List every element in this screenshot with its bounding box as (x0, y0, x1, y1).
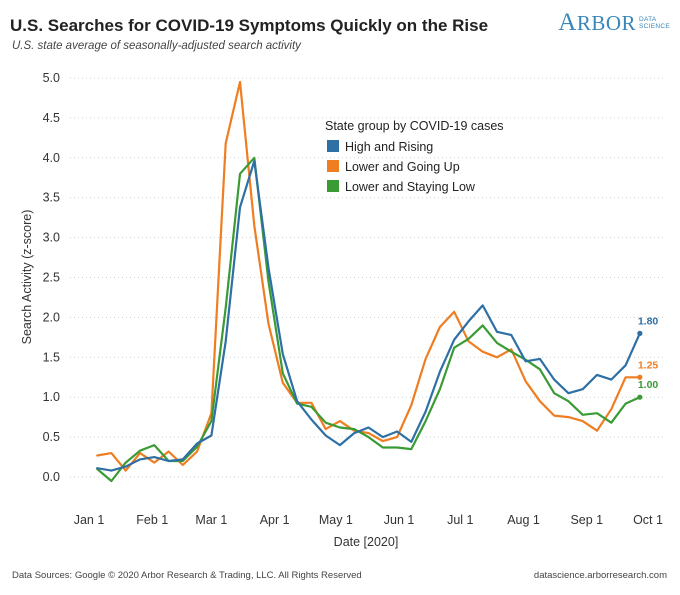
x-tick-label: Feb 1 (136, 513, 168, 527)
end-value-label: 1.80 (638, 315, 659, 327)
y-tick-label: 5.0 (43, 71, 60, 85)
y-tick-label: 0.5 (43, 430, 60, 444)
logo-wordmark: ARBOR (558, 9, 636, 37)
x-tick-label: Oct 1 (633, 513, 663, 527)
y-tick-label: 2.0 (43, 310, 60, 324)
logo-subtext: DATA SCIENCE (639, 16, 670, 30)
x-tick-label: Mar 1 (195, 513, 227, 527)
legend-label: Lower and Staying Low (345, 180, 476, 194)
end-labels: 1.80 1.25 1.00 (637, 315, 659, 400)
chart-subtitle: U.S. state average of seasonally-adjuste… (12, 40, 301, 52)
series-line-1 (96, 159, 641, 472)
series-lines (96, 80, 641, 483)
y-tick-label: 1.0 (43, 390, 60, 404)
series-line-3 (96, 156, 641, 483)
y-tick-label: 0.0 (43, 470, 60, 484)
y-axis-ticks: 0.0 0.5 1.0 1.5 2.0 2.5 3.0 3.5 4.0 4.5 5.0 (43, 71, 60, 484)
logo-cap: A (558, 9, 577, 36)
data-source-note: Data Sources: Google © 2020 Arbor Resear… (12, 570, 362, 581)
y-tick-label: 2.5 (43, 271, 60, 285)
logo-rest: RBOR (576, 11, 636, 35)
x-tick-label: Jan 1 (74, 513, 105, 527)
end-value-label: 1.00 (638, 379, 659, 391)
legend: State group by COVID-19 cases High and R… (325, 119, 504, 194)
y-axis-label: Search Activity (z-score) (20, 210, 34, 345)
y-tick-label: 4.0 (43, 151, 60, 165)
x-tick-label: Jun 1 (384, 513, 415, 527)
logo-sub-science: SCIENCE (639, 23, 670, 30)
x-tick-label: Jul 1 (447, 513, 473, 527)
x-axis-label: Date [2020] (334, 535, 399, 549)
chart-title: U.S. Searches for COVID-19 Symptoms Quic… (10, 16, 489, 35)
x-axis-ticks: Jan 1 Feb 1 Mar 1 Apr 1 May 1 Jun 1 Jul 1 Aug 1… (74, 513, 663, 527)
y-tick-label: 3.5 (43, 191, 60, 205)
series-line-2 (96, 80, 641, 472)
legend-swatch (327, 140, 339, 152)
x-tick-label: Apr 1 (260, 513, 290, 527)
y-tick-label: 3.0 (43, 231, 60, 245)
legend-title: State group by COVID-19 cases (325, 119, 504, 133)
legend-swatch (327, 180, 339, 192)
end-point (637, 374, 643, 380)
legend-label: Lower and Going Up (345, 160, 460, 174)
x-tick-label: Sep 1 (570, 513, 603, 527)
grid-lines (70, 77, 665, 478)
logo-sub-data: DATA (639, 16, 657, 23)
x-tick-label: Aug 1 (507, 513, 540, 527)
y-tick-label: 1.5 (43, 350, 60, 364)
arbor-logo: ARBOR DATA SCIENCE (558, 9, 670, 37)
end-point (637, 394, 643, 400)
y-tick-label: 4.5 (43, 111, 60, 125)
legend-swatch (327, 160, 339, 172)
website-url: datascience.arborresearch.com (533, 570, 667, 581)
x-tick-label: May 1 (319, 513, 353, 527)
end-point (637, 330, 643, 336)
end-value-label: 1.25 (638, 359, 659, 371)
legend-label: High and Rising (345, 140, 433, 154)
